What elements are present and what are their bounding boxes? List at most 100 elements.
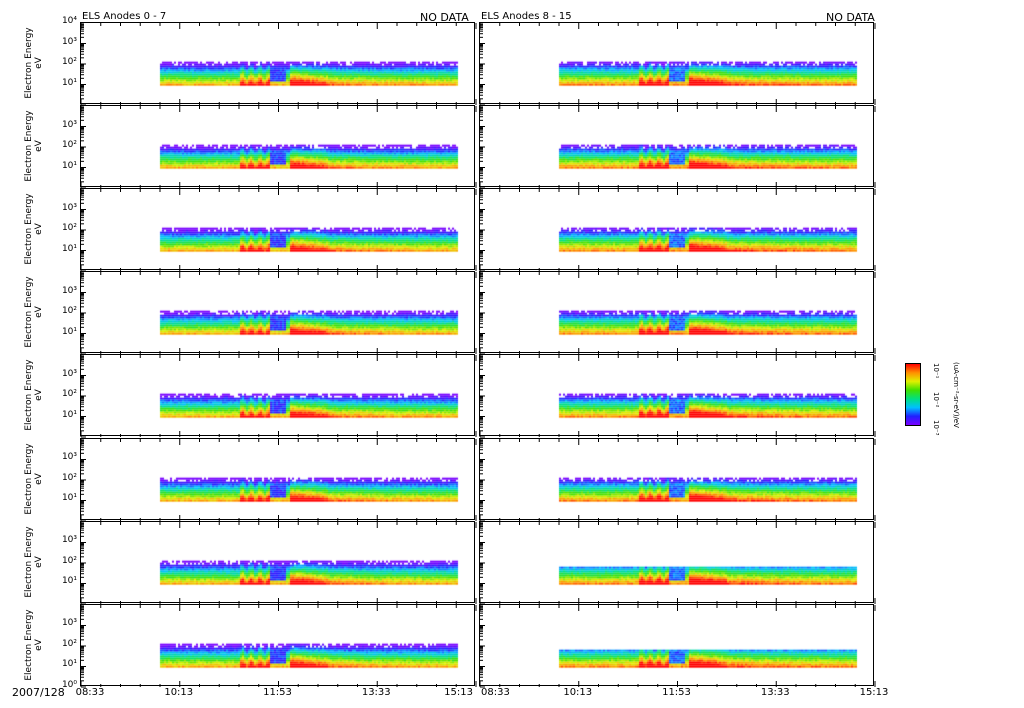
- spectrogram-heatmap: [81, 23, 476, 105]
- spectrogram-heatmap: [81, 106, 476, 189]
- y-axis-label: Electron Energy eV: [24, 355, 44, 435]
- y-axis-unit: eV: [34, 472, 44, 485]
- x-tick-label: 10:13: [164, 687, 194, 698]
- y-tick-label: 10²: [61, 389, 77, 400]
- left-no-data-label: NO DATA: [420, 11, 469, 24]
- spectrogram-panel-anode-7: [80, 603, 477, 688]
- spectrogram-heatmap: [81, 189, 476, 272]
- spectrogram-panel-anode-11: [479, 271, 876, 355]
- y-tick-label: 10²: [61, 472, 77, 483]
- y-axis-unit: eV: [34, 306, 44, 319]
- spectrogram-panel-anode-13: [479, 437, 876, 521]
- y-axis-unit: eV: [34, 389, 44, 402]
- spectrogram-heatmap: [81, 521, 476, 604]
- x-tick-label: 08:33: [481, 687, 510, 698]
- y-axis-label-text: Electron Energy: [24, 276, 34, 348]
- panel-axes: [479, 272, 876, 355]
- colorbar: [905, 363, 921, 426]
- spectrogram-heatmap: [480, 438, 875, 521]
- y-tick-label: 10⁴: [61, 16, 77, 26]
- x-tick-label: 13:33: [760, 687, 790, 698]
- panel-axes: [80, 23, 477, 106]
- y-tick-label: 10¹: [61, 77, 77, 88]
- y-tick-label: 10³: [61, 618, 77, 629]
- spectrogram-panel-anode-14: [479, 520, 876, 605]
- panel-axes: [80, 106, 477, 189]
- y-tick-label: 10²: [61, 638, 77, 649]
- y-tick-label: 10⁰: [61, 679, 77, 690]
- spectrogram-panel-anode-12: [479, 354, 876, 438]
- spectrogram-heatmap: [81, 604, 476, 687]
- spectrogram-heatmap: [480, 521, 875, 604]
- x-tick-label: 13:33: [361, 687, 391, 698]
- panel-axes: [479, 106, 876, 189]
- left-column-title: ELS Anodes 0 - 7: [82, 11, 167, 22]
- spectrogram-panel-anode-1: [80, 105, 477, 189]
- panel-axes: [479, 189, 876, 272]
- spectrogram-heatmap: [480, 604, 875, 687]
- y-tick-label: 10²: [61, 140, 77, 151]
- x-tick-label: 15:13: [859, 687, 889, 698]
- spectrogram-panel-anode-9: [479, 105, 876, 189]
- spectrogram-panel-anode-2: [80, 188, 477, 272]
- y-axis-unit: eV: [34, 140, 44, 152]
- colorbar-tick: 10⁻³: [932, 420, 940, 436]
- spectrogram-panel-anode-6: [80, 520, 477, 605]
- y-tick-label: 10²: [61, 57, 77, 67]
- x-tick-label: 11:53: [263, 687, 292, 698]
- colorbar-tick: 10⁻²: [932, 392, 940, 408]
- y-axis-unit: eV: [34, 638, 44, 651]
- y-axis-label-text: Electron Energy: [24, 27, 34, 99]
- y-axis-label: Electron Energy eV: [24, 272, 44, 352]
- x-tick-label: 10:13: [563, 687, 593, 698]
- y-axis-unit: eV: [34, 57, 44, 69]
- y-tick-label: 10³: [61, 285, 77, 296]
- y-tick-label: 10³: [61, 119, 77, 130]
- y-axis-label-text: Electron Energy: [24, 110, 34, 182]
- y-tick-label: 10¹: [61, 576, 77, 587]
- y-axis-label-text: Electron Energy: [24, 609, 34, 681]
- panel-axes: [80, 272, 477, 355]
- panel-axes: [479, 604, 876, 688]
- y-axis-label-text: Electron Energy: [24, 442, 34, 515]
- spectrogram-heatmap: [480, 189, 875, 272]
- y-axis-label: Electron Energy eV: [24, 23, 44, 103]
- right-no-data-label: NO DATA: [826, 11, 875, 24]
- panel-axes: [80, 189, 477, 272]
- spectrogram-panel-anode-0: [80, 22, 477, 106]
- spectrogram-heatmap: [480, 272, 875, 355]
- y-axis-label-text: Electron Energy: [24, 525, 34, 598]
- y-axis-label: Electron Energy eV: [24, 605, 44, 685]
- y-axis-unit: eV: [34, 555, 44, 568]
- colorbar-label: (uA-cm⁻²-sr-eV)/eV: [952, 362, 960, 428]
- y-tick-label: 10¹: [61, 493, 77, 503]
- date-label: 2007/128: [12, 686, 65, 699]
- y-axis-label: Electron Energy eV: [24, 189, 44, 269]
- panel-axes: [479, 355, 876, 438]
- y-tick-label: 10¹: [61, 243, 77, 254]
- x-tick-label: 15:13: [444, 687, 473, 698]
- y-axis-label: Electron Energy eV: [24, 106, 44, 186]
- spectrogram-panel-anode-15: [479, 603, 876, 688]
- spectrogram-heatmap: [480, 355, 875, 438]
- y-axis-label: Electron Energy eV: [24, 522, 44, 602]
- spectrogram-heatmap: [81, 272, 476, 355]
- y-tick-label: 10¹: [61, 659, 77, 670]
- y-tick-label: 10¹: [61, 409, 77, 420]
- y-tick-label: 10³: [61, 452, 77, 462]
- spectrogram-heatmap: [480, 106, 875, 189]
- y-axis-label: Electron Energy eV: [24, 439, 44, 519]
- spectrogram-heatmap: [81, 355, 476, 438]
- panel-axes: [479, 438, 876, 521]
- spectrogram-panel-anode-4: [80, 354, 477, 438]
- y-axis-unit: eV: [34, 223, 44, 236]
- panel-axes: [479, 23, 876, 106]
- y-tick-label: 10³: [61, 36, 77, 47]
- panel-axes: [479, 521, 876, 605]
- y-tick-label: 10³: [61, 202, 77, 213]
- x-tick-label: 11:53: [662, 687, 691, 698]
- panel-axes: [80, 604, 477, 688]
- y-tick-label: 10³: [61, 368, 77, 379]
- panel-axes: [80, 438, 477, 521]
- spectrogram-panel-anode-3: [80, 271, 477, 355]
